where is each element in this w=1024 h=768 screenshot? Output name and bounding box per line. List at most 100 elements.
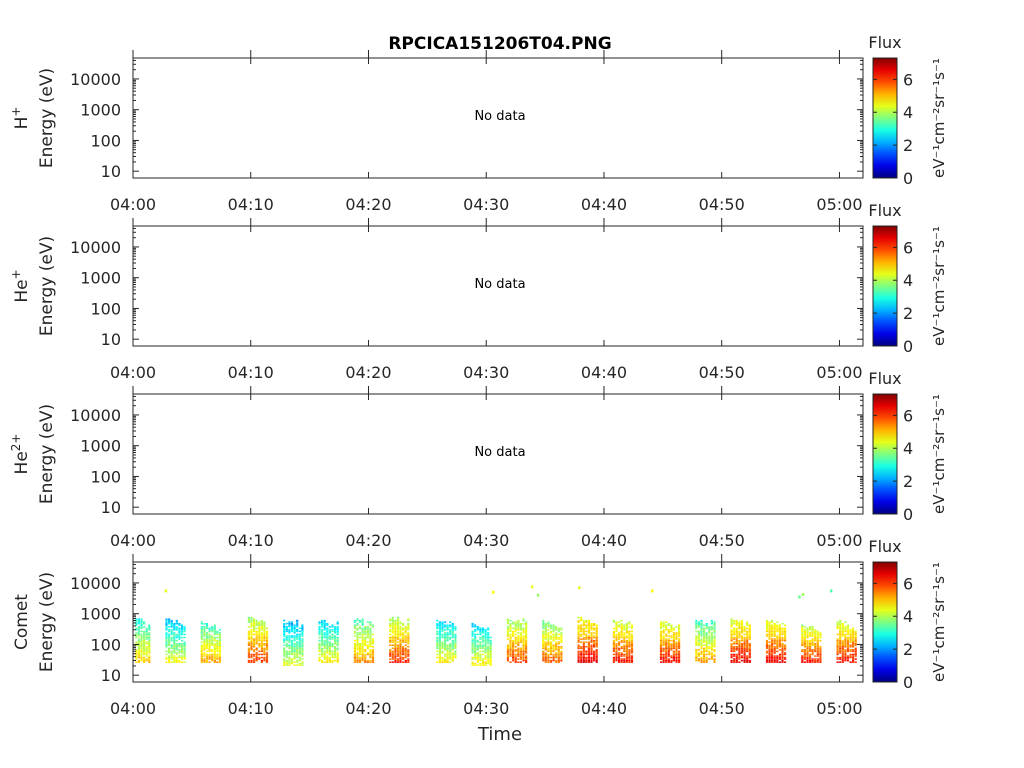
flux-cell (489, 661, 492, 663)
flux-cell (595, 627, 598, 630)
flux-cell (781, 639, 784, 642)
no-data-label: No data (474, 109, 525, 124)
flux-cell (402, 624, 405, 626)
flux-cell (148, 638, 151, 640)
flux-cell (180, 647, 184, 650)
flux-cell (509, 635, 512, 637)
flux-cell (148, 661, 151, 663)
flux-cell (809, 632, 812, 634)
flux-cell (336, 647, 339, 650)
flux-cell (700, 653, 703, 656)
flux-cell (476, 626, 479, 628)
flux-cell (253, 643, 256, 645)
flux-cell (733, 632, 736, 634)
flux-cell (665, 635, 668, 637)
flux-cell (389, 655, 392, 657)
flux-cell (285, 659, 288, 662)
flux-cell (740, 636, 744, 639)
flux-cell (806, 633, 809, 636)
flux-cell (549, 626, 553, 628)
flux-cell (444, 626, 447, 628)
flux-cell (318, 646, 321, 648)
flux-cell (768, 655, 771, 657)
flux-cell (630, 656, 634, 659)
flux-cell (776, 647, 779, 650)
flux-cell (849, 656, 852, 659)
flux-cell (846, 629, 850, 631)
flux-cell (659, 633, 663, 636)
flux-cell (595, 633, 598, 636)
flux-cell (695, 630, 698, 633)
colorbar-tick-label: 0 (903, 169, 913, 188)
flux-cell (803, 656, 806, 659)
flux-cell (512, 659, 515, 662)
flux-cell (542, 652, 545, 654)
flux-cell (612, 644, 615, 646)
flux-cell (552, 644, 555, 646)
flux-cell (364, 639, 367, 642)
flux-cell (323, 647, 326, 650)
flux-cell (449, 656, 452, 659)
flux-cell (703, 656, 706, 659)
flux-cell (743, 647, 746, 650)
flux-cell (768, 650, 771, 653)
flux-cell (444, 641, 447, 643)
flux-cell (285, 662, 288, 665)
flux-cell (203, 647, 206, 650)
flux-cell (803, 632, 806, 634)
flux-cell (665, 646, 668, 648)
flux-cell (560, 638, 563, 640)
flux-cell (369, 639, 372, 642)
flux-cell (175, 627, 178, 630)
flux-cell (407, 649, 410, 651)
flux-cell (353, 649, 356, 651)
flux-cell (630, 658, 634, 660)
flux-cell (336, 639, 339, 642)
flux-cell (577, 636, 580, 639)
flux-cell (703, 659, 706, 662)
flux-cell (471, 650, 474, 653)
flux-cell (659, 630, 663, 633)
flux-cell (283, 633, 286, 636)
flux-cell (288, 659, 291, 662)
flux-cell (512, 633, 515, 636)
flux-cell (399, 627, 402, 630)
flux-cell (446, 636, 449, 639)
flux-cell (768, 630, 771, 633)
flux-cell (247, 644, 250, 646)
flux-cell (318, 632, 321, 634)
flux-cell (593, 658, 596, 660)
flux-cell (396, 624, 400, 626)
flux-cell (296, 645, 299, 648)
flux-cell (364, 627, 367, 630)
flux-cell (803, 649, 806, 651)
flux-cell (839, 652, 842, 654)
flux-cell (489, 658, 492, 660)
flux-cell (713, 624, 716, 626)
flux-cell (544, 659, 547, 662)
flux-cell (260, 659, 263, 662)
flux-cell (143, 636, 146, 639)
flux-cell (665, 624, 668, 626)
flux-cell (203, 635, 206, 637)
flux-cell (250, 649, 253, 651)
flux-cell (748, 659, 751, 662)
flux-cell (512, 652, 515, 654)
flux-cell (547, 644, 550, 646)
flux-cell (323, 621, 326, 623)
flux-cell (628, 650, 631, 653)
flux-cell (318, 639, 321, 642)
flux-cell (748, 638, 751, 640)
flux-cell (806, 636, 809, 639)
flux-cell (389, 624, 392, 626)
flux-cell (391, 621, 394, 623)
flux-cell (474, 624, 477, 626)
flux-cell (522, 629, 525, 631)
flux-cell (288, 622, 291, 625)
flux-cell (263, 626, 266, 628)
flux-cell (481, 636, 485, 639)
flux-cell (595, 646, 598, 648)
flux-cell (290, 621, 294, 623)
flux-cell (137, 618, 140, 620)
